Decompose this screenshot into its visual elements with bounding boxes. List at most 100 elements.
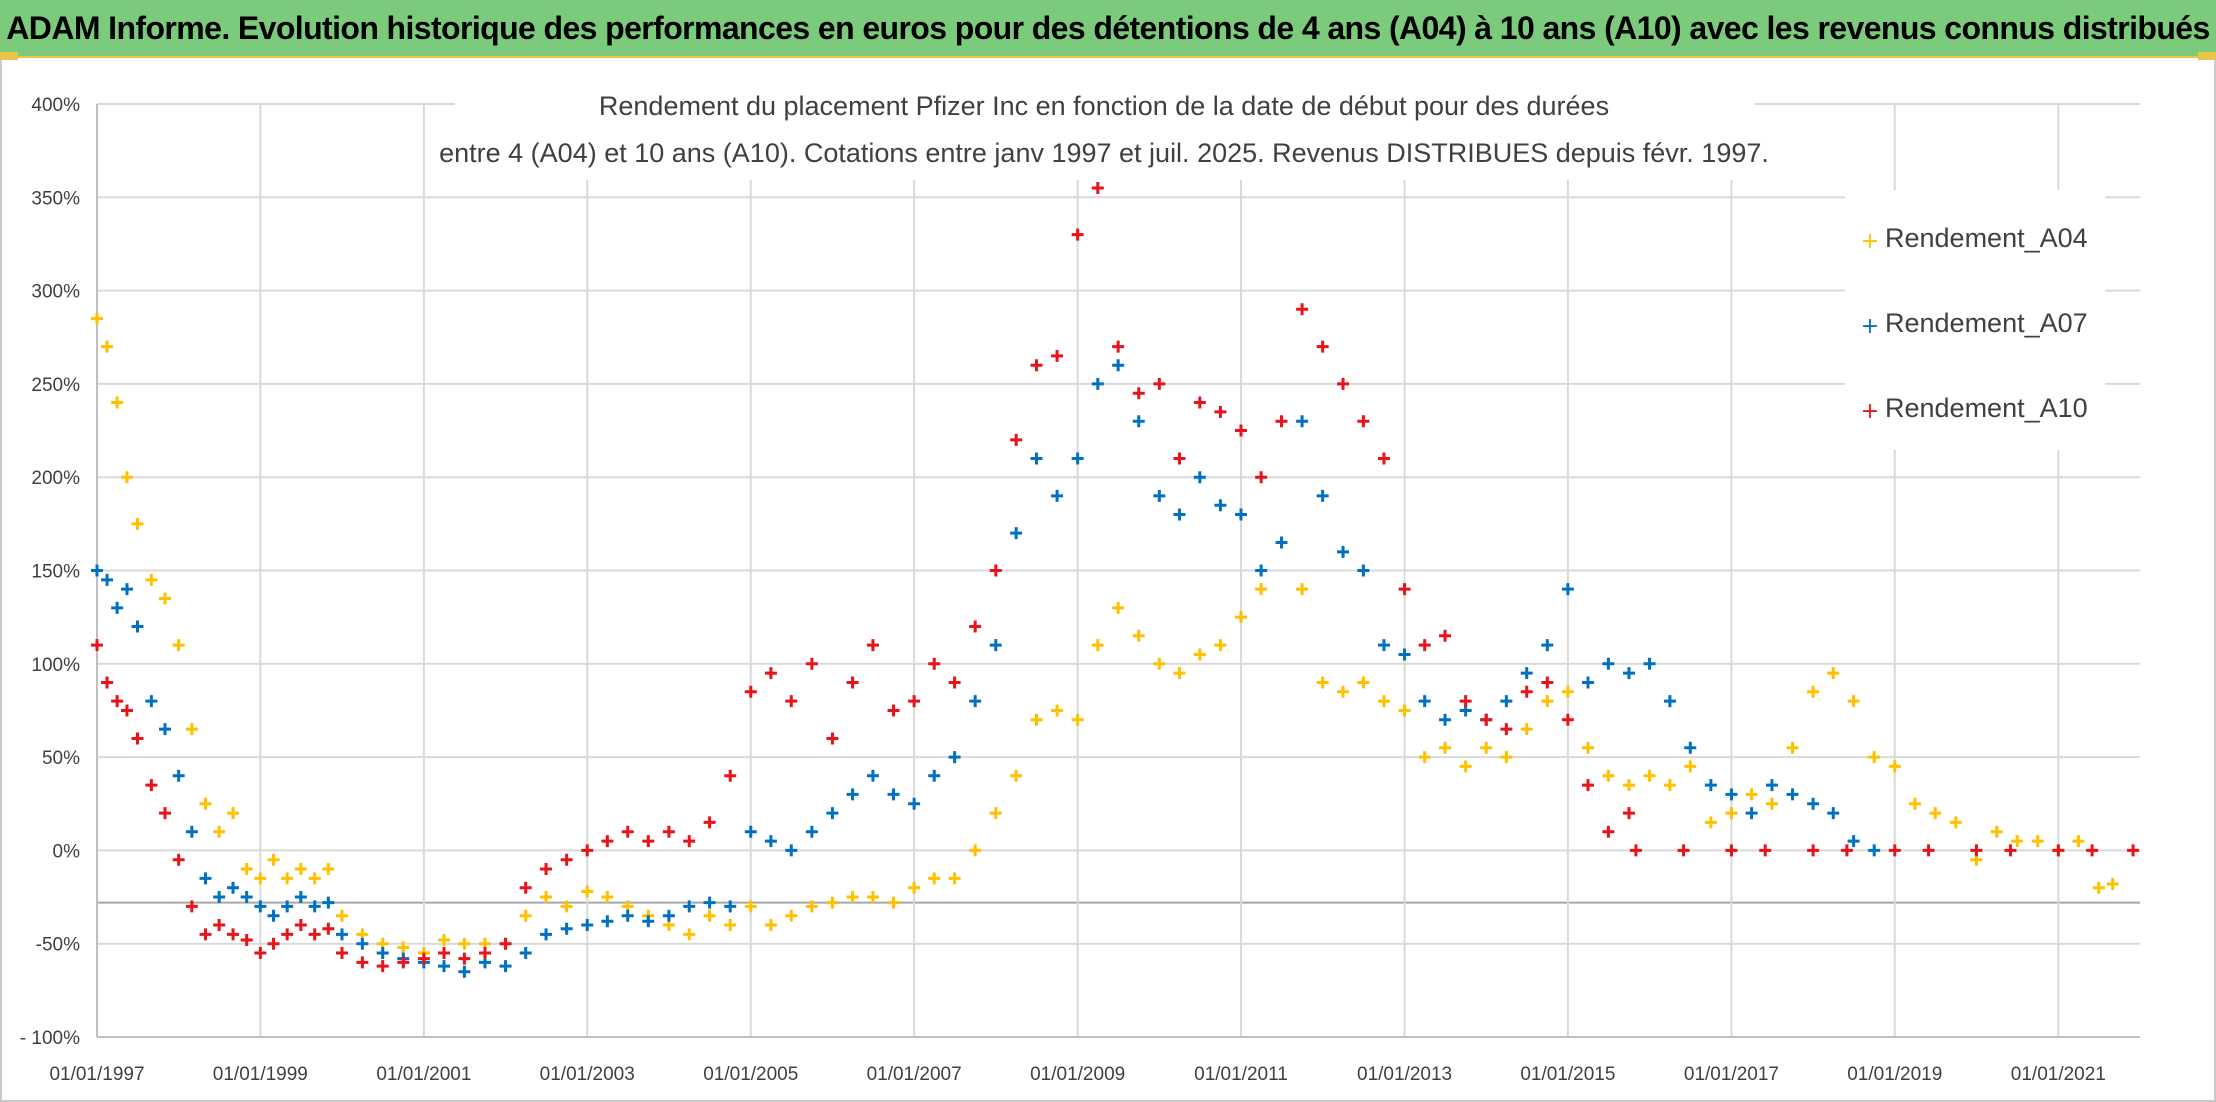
data-point [145, 573, 158, 586]
data-point [1316, 489, 1329, 502]
y-tick-label: 200% [31, 468, 80, 489]
data-point [1602, 825, 1615, 838]
data-point [703, 816, 716, 829]
data-point [120, 583, 133, 596]
data-point [1725, 844, 1738, 857]
data-point [227, 928, 240, 941]
legend-label-a10: Rendement_A10 [1885, 393, 2088, 423]
data-point [1010, 433, 1023, 446]
data-point [724, 900, 737, 913]
data-point [560, 922, 573, 935]
data-point [1357, 415, 1370, 428]
data-point [683, 900, 696, 913]
data-point [1377, 639, 1390, 652]
data-point [1827, 667, 1840, 680]
data-point [281, 872, 294, 885]
data-point [240, 933, 253, 946]
data-point [1051, 489, 1064, 502]
grid-lines [96, 103, 2140, 1038]
x-tick-label: 01/01/1999 [213, 1064, 308, 1085]
data-point [989, 564, 1002, 577]
data-point [1337, 685, 1350, 698]
data-point [621, 909, 634, 922]
data-point [1663, 695, 1676, 708]
data-point [1745, 788, 1758, 801]
data-point [1255, 471, 1268, 484]
data-point [213, 919, 226, 932]
x-tick-label: 01/01/2009 [1030, 1064, 1125, 1085]
series-rendement-a07 [91, 359, 1881, 978]
data-point [120, 471, 133, 484]
x-tick-label: 01/01/1997 [49, 1064, 144, 1085]
data-point [240, 891, 253, 904]
data-point [1561, 713, 1574, 726]
x-tick-label: 01/01/2011 [1194, 1064, 1288, 1085]
data-point [581, 844, 594, 857]
data-point [1193, 471, 1206, 484]
data-point [131, 732, 144, 745]
data-point [376, 947, 389, 960]
data-point [1520, 685, 1533, 698]
data-point [1296, 415, 1309, 428]
data-point [356, 937, 369, 950]
data-point [805, 900, 818, 913]
data-point [601, 835, 614, 848]
data-point [1908, 797, 1921, 810]
data-point [846, 676, 859, 689]
data-point [1377, 452, 1390, 465]
data-point [1091, 639, 1104, 652]
data-point [1520, 667, 1533, 680]
data-point [2052, 844, 2065, 857]
data-point [540, 928, 553, 941]
data-point [1765, 797, 1778, 810]
chart-title-background [455, 80, 1755, 180]
data-point [2106, 877, 2119, 890]
data-point [2011, 835, 2024, 848]
x-tick-label: 01/01/2001 [376, 1064, 471, 1085]
chart-title-line1: Rendement du placement Pfizer Inc en fon… [599, 91, 1609, 121]
data-point [744, 825, 757, 838]
data-point [683, 835, 696, 848]
data-point [213, 825, 226, 838]
data-point [866, 769, 879, 782]
data-point [267, 937, 280, 950]
data-point [519, 909, 532, 922]
data-point [1541, 676, 1554, 689]
data-point [1357, 676, 1370, 689]
data-point [1173, 667, 1186, 680]
data-point [335, 928, 348, 941]
data-point [621, 825, 634, 838]
data-point [111, 695, 124, 708]
data-point [1888, 844, 1901, 857]
data-point [199, 797, 212, 810]
data-point [1010, 527, 1023, 540]
data-point [172, 853, 185, 866]
data-point [826, 732, 839, 745]
data-point [1235, 611, 1247, 624]
data-point [1071, 452, 1084, 465]
y-tick-label: 250% [31, 375, 80, 396]
data-point [866, 891, 879, 904]
data-point [1132, 387, 1145, 400]
x-tick-label: 01/01/2003 [540, 1064, 635, 1085]
data-point [519, 947, 532, 960]
data-point [131, 517, 144, 530]
data-point [1480, 741, 1493, 754]
data-point [928, 872, 941, 885]
data-point [1357, 564, 1370, 577]
data-point [1629, 844, 1642, 857]
data-point [185, 825, 198, 838]
data-point [1840, 844, 1853, 857]
data-point [1949, 816, 1962, 829]
data-point [1071, 713, 1084, 726]
data-point [826, 896, 839, 909]
data-point [1725, 807, 1738, 820]
data-point [1337, 545, 1350, 558]
data-point [1500, 695, 1513, 708]
data-point [1500, 751, 1513, 764]
data-point [281, 928, 294, 941]
data-point [785, 695, 798, 708]
data-point [294, 863, 307, 876]
data-point [1827, 807, 1840, 820]
